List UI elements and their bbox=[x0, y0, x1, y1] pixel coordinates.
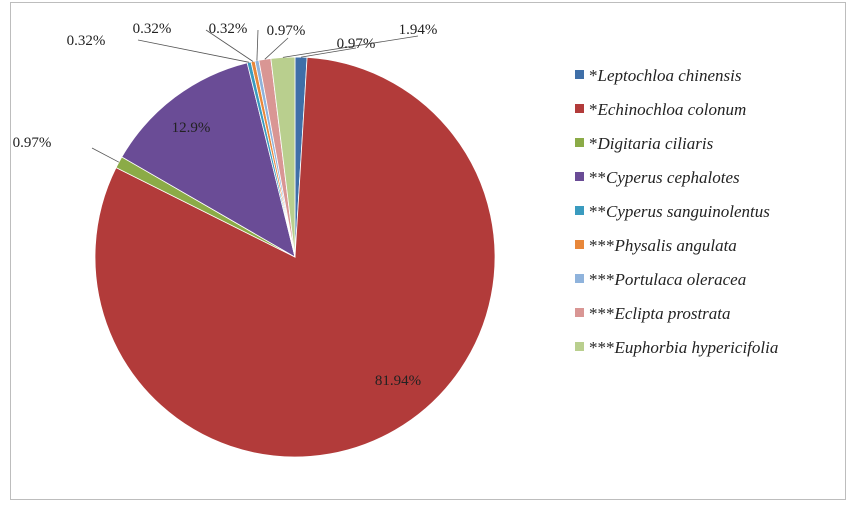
legend-swatch bbox=[575, 240, 584, 249]
data-label: 1.94% bbox=[399, 22, 438, 38]
legend: *Leptochloa chinensis *Echinochloa colonu… bbox=[575, 66, 778, 357]
data-label: 0.97% bbox=[13, 135, 52, 151]
leader-lines bbox=[91, 29, 419, 163]
leader-line bbox=[301, 47, 357, 58]
legend-label: *Leptochloa chinensis bbox=[589, 66, 742, 85]
legend-label: ***Eclipta prostrata bbox=[589, 304, 731, 323]
legend-swatch bbox=[575, 104, 584, 113]
legend-label: **Cyperus sanguinolentus bbox=[589, 202, 770, 221]
pie-slices bbox=[94, 56, 496, 458]
data-label: 0.32% bbox=[133, 21, 172, 37]
legend-swatch bbox=[575, 172, 584, 181]
legend-label: *Echinochloa colonum bbox=[589, 100, 746, 119]
legend-swatch bbox=[575, 308, 584, 317]
legend-swatch bbox=[575, 274, 584, 283]
legend-swatch bbox=[575, 138, 584, 147]
data-labels: 0.97% 81.94% 0.97% 12.9% 0.32% 0.32% 0.32% 0.97… bbox=[13, 21, 438, 389]
leader-line bbox=[256, 29, 259, 61]
data-label: 0.97% bbox=[337, 36, 376, 52]
leader-line bbox=[282, 35, 419, 58]
leader-line bbox=[264, 37, 289, 60]
legend-swatch bbox=[575, 206, 584, 215]
legend-label: ***Portulaca oleracea bbox=[589, 270, 746, 289]
data-label: 0.32% bbox=[67, 33, 106, 49]
legend-label: **Cyperus cephalotes bbox=[589, 168, 740, 187]
data-label: 0.32% bbox=[209, 21, 248, 37]
data-label: 12.9% bbox=[172, 120, 211, 136]
legend-swatch bbox=[575, 342, 584, 351]
pie-slice bbox=[121, 62, 296, 258]
legend-label: *Digitaria ciliaris bbox=[589, 134, 714, 153]
data-label: 81.94% bbox=[375, 373, 421, 389]
leader-line bbox=[137, 39, 250, 63]
data-label: 0.97% bbox=[267, 23, 306, 39]
leader-line bbox=[205, 29, 254, 62]
legend-label: ***Euphorbia hypericifolia bbox=[589, 338, 778, 357]
legend-swatch bbox=[575, 70, 584, 79]
legend-label: ***Physalis angulata bbox=[589, 236, 737, 255]
leader-line bbox=[91, 147, 120, 163]
